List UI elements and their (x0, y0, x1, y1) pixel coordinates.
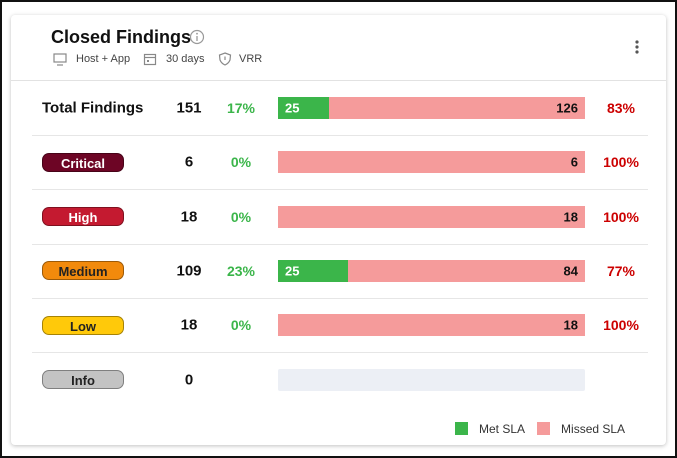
met-bar (278, 259, 349, 282)
total: 18 (180, 316, 198, 334)
missed-bar (278, 151, 585, 174)
row-divider (32, 352, 648, 354)
card: Closed Findings Host + App 30 days VRR T… (11, 15, 666, 445)
met-pct: 0% (230, 317, 252, 334)
total: 0 (184, 371, 194, 388)
calendar-icon (143, 53, 157, 66)
missed-value: 6 (570, 154, 578, 170)
empty-bar (278, 368, 585, 391)
severity-pill: Low (42, 315, 124, 335)
missed-bar (328, 97, 585, 119)
severity-pill: Info (42, 370, 124, 389)
legend-swatch (537, 422, 551, 435)
missed-pct: 83% (606, 100, 636, 116)
row-divider (32, 297, 648, 299)
missed-value: 18 (563, 317, 578, 333)
host-icon (53, 53, 67, 66)
row-divider (32, 243, 648, 245)
severity-pill: Critical (42, 152, 124, 172)
missed-bar (278, 205, 585, 228)
met-value: 25 (285, 263, 300, 279)
total: 18 (180, 208, 198, 226)
missed-bar (278, 314, 585, 337)
missed-pct: 100% (603, 154, 639, 171)
filter: VRR (239, 53, 263, 65)
legend-label: Met SLA (479, 422, 526, 436)
filter: Host + App (76, 53, 131, 65)
severity-pill: Medium (42, 261, 124, 281)
met-pct: 0% (230, 208, 252, 225)
missed-pct: 77% (606, 262, 636, 279)
met-pct: 0% (230, 154, 252, 171)
row-divider (32, 189, 648, 191)
met-bar (278, 97, 329, 119)
legend-label: Missed SLA (561, 422, 626, 436)
missed-value: 126 (556, 100, 578, 116)
total: 109 (176, 262, 202, 280)
severity-pill: High (42, 207, 124, 227)
header-divider (11, 80, 666, 81)
menu-button[interactable] (633, 39, 641, 55)
info-icon[interactable] (189, 29, 205, 45)
legend-swatch (455, 422, 468, 435)
row-divider (32, 135, 648, 136)
met-value: 25 (285, 100, 300, 116)
met-pct: 23% (226, 262, 256, 279)
filter: 30 days (166, 53, 205, 65)
missed-value: 84 (563, 263, 578, 279)
shield-icon (218, 52, 232, 66)
met-pct: 17% (226, 100, 256, 116)
missed-pct: 100% (603, 208, 639, 225)
missed-pct: 100% (603, 317, 639, 334)
missed-value: 18 (563, 209, 578, 225)
total: 151 (176, 99, 202, 117)
total: 6 (184, 153, 194, 171)
missed-bar (348, 259, 585, 282)
row-label: Total Findings (42, 99, 144, 117)
title: Closed Findings (51, 27, 192, 47)
